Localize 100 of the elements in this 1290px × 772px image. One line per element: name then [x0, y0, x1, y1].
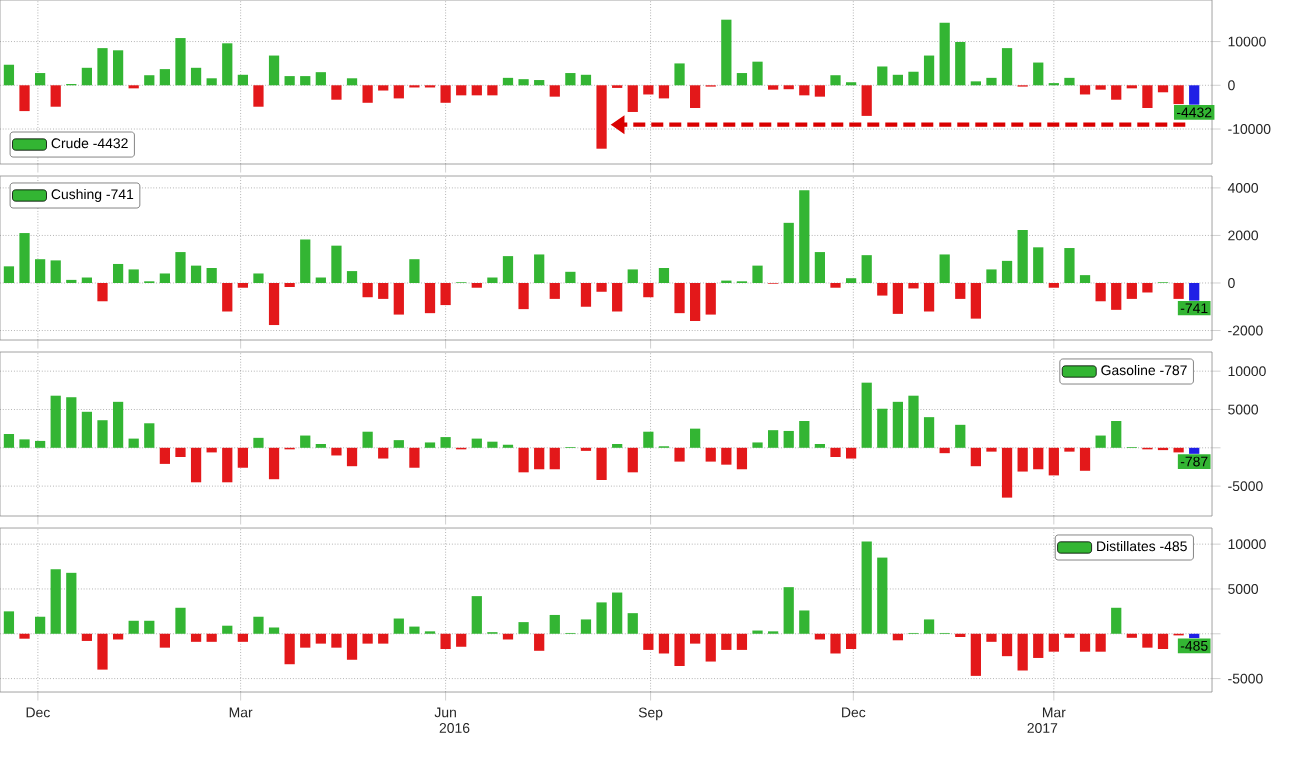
bar [440, 437, 451, 448]
bar [955, 424, 966, 448]
bar [222, 625, 233, 634]
bar [674, 447, 685, 462]
bar [580, 619, 592, 634]
bar [190, 265, 202, 283]
bar [674, 282, 685, 314]
bar [596, 447, 607, 480]
bar [331, 245, 342, 283]
bar [502, 77, 514, 86]
bar [34, 259, 46, 283]
bar [144, 423, 155, 448]
bar [970, 282, 981, 319]
bar [690, 428, 701, 448]
bar [159, 273, 170, 283]
bar [268, 55, 280, 86]
bar [752, 442, 763, 448]
bar [1064, 248, 1075, 283]
bar [1173, 447, 1184, 453]
bar [1189, 282, 1200, 301]
bar [50, 569, 61, 634]
bar [378, 282, 389, 299]
bar [955, 282, 966, 299]
bar [222, 43, 233, 86]
bar [144, 620, 155, 634]
bar [892, 282, 904, 314]
bar [190, 67, 202, 86]
bar [50, 85, 61, 107]
bar [518, 447, 529, 473]
bar [175, 38, 186, 86]
bar [19, 633, 30, 639]
bar [908, 282, 919, 289]
bar [362, 85, 373, 103]
bar [424, 442, 436, 448]
bar [206, 268, 217, 283]
bar [237, 74, 248, 86]
bar [643, 633, 654, 650]
bar [518, 79, 529, 86]
bar [175, 607, 186, 634]
bar [97, 633, 108, 670]
bar [814, 633, 826, 640]
bar [970, 633, 981, 676]
bar [112, 633, 124, 640]
bar [612, 592, 623, 634]
bar [1111, 85, 1122, 100]
bar [892, 401, 904, 448]
bar [1079, 447, 1091, 471]
bar [596, 602, 607, 634]
bar [1001, 633, 1013, 657]
bar [1079, 275, 1091, 283]
bar [409, 447, 420, 468]
bar [1033, 62, 1044, 86]
bar [456, 85, 467, 96]
bar [580, 74, 592, 86]
bar [284, 282, 295, 288]
bar [409, 259, 420, 283]
bar [3, 64, 15, 86]
bar [471, 85, 482, 96]
bar [378, 633, 389, 644]
bar [736, 73, 748, 86]
bar [877, 408, 888, 448]
bar [346, 78, 358, 86]
bar [923, 55, 935, 86]
bar [845, 633, 857, 649]
bar [81, 67, 93, 86]
bar [534, 80, 545, 86]
bar [253, 437, 264, 448]
bar [97, 282, 108, 302]
bar [315, 633, 326, 644]
bar [767, 430, 779, 448]
bar [393, 282, 404, 315]
bar [175, 252, 186, 283]
bar [549, 85, 560, 97]
bar [393, 618, 404, 634]
bar [627, 269, 638, 283]
bar [658, 268, 670, 283]
bar [518, 622, 529, 634]
bar [1173, 282, 1184, 299]
bar [970, 447, 981, 467]
bar [253, 616, 264, 634]
bar [1157, 633, 1169, 649]
bar [97, 48, 108, 86]
bar [643, 85, 654, 95]
bar [1017, 229, 1028, 283]
bar [783, 430, 794, 448]
bar [378, 447, 389, 459]
bar [409, 626, 420, 634]
bar [1033, 633, 1044, 658]
bar [752, 61, 763, 86]
bar [237, 633, 248, 642]
bar [1017, 447, 1028, 472]
bar [1126, 282, 1137, 299]
bar [799, 420, 810, 448]
bar [1048, 447, 1059, 476]
bar [440, 633, 451, 649]
bar [845, 447, 857, 459]
bar [939, 254, 950, 283]
bar [159, 69, 170, 86]
bar [300, 633, 311, 648]
bar [799, 85, 810, 96]
